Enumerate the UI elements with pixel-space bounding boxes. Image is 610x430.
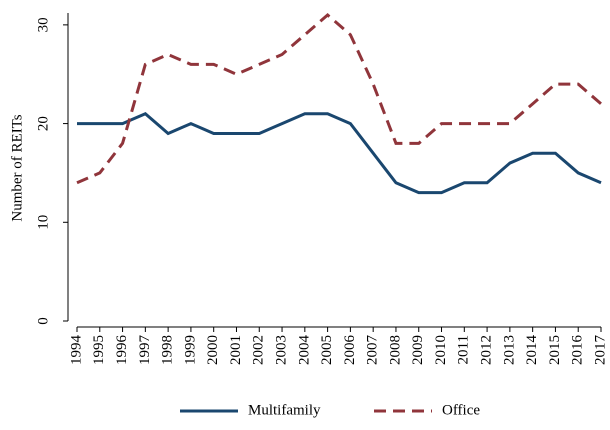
line-series <box>77 111 602 195</box>
x-tick-label: 2014 <box>524 335 540 366</box>
x-tick-label: 1998 <box>160 335 176 365</box>
x-tick-label: 2002 <box>251 335 267 365</box>
x-tick-label: 2015 <box>547 335 563 365</box>
x-tick-label: 2001 <box>228 335 244 365</box>
y-tick-label: 0 <box>35 317 51 325</box>
x-tick-label: 2004 <box>296 335 312 366</box>
x-tick-label: 2017 <box>592 335 608 366</box>
x-tick-label: 2003 <box>273 335 289 365</box>
y-axis-label: Number of REITs <box>9 114 25 221</box>
x-tick-label: 2005 <box>319 335 335 365</box>
x-tick-label: 2006 <box>342 335 358 366</box>
x-tick-label: 2007 <box>365 335 381 366</box>
x-tick-label: 2013 <box>501 335 517 365</box>
legend-label: Multifamily <box>248 402 321 418</box>
x-tick-label: 2016 <box>570 335 586 366</box>
x-tick-label: 1996 <box>114 335 130 366</box>
x-tick-label: 1995 <box>91 335 107 365</box>
x-tick-label: 2000 <box>205 335 221 365</box>
x-tick-label: 1997 <box>137 335 153 366</box>
x-tick-label: 2012 <box>479 335 495 365</box>
line-series <box>76 13 602 185</box>
x-tick-label: 2011 <box>456 335 472 364</box>
legend-label: Office <box>442 402 480 418</box>
y-tick-label: 10 <box>35 215 51 230</box>
y-tick-label: 30 <box>35 17 51 32</box>
y-tick-label: 20 <box>35 116 51 131</box>
x-tick-label: 2008 <box>387 335 403 365</box>
x-tick-label: 2010 <box>433 335 449 365</box>
x-tick-label: 2009 <box>410 335 426 365</box>
x-tick-label: 1994 <box>68 335 84 366</box>
x-tick-label: 1999 <box>182 335 198 365</box>
